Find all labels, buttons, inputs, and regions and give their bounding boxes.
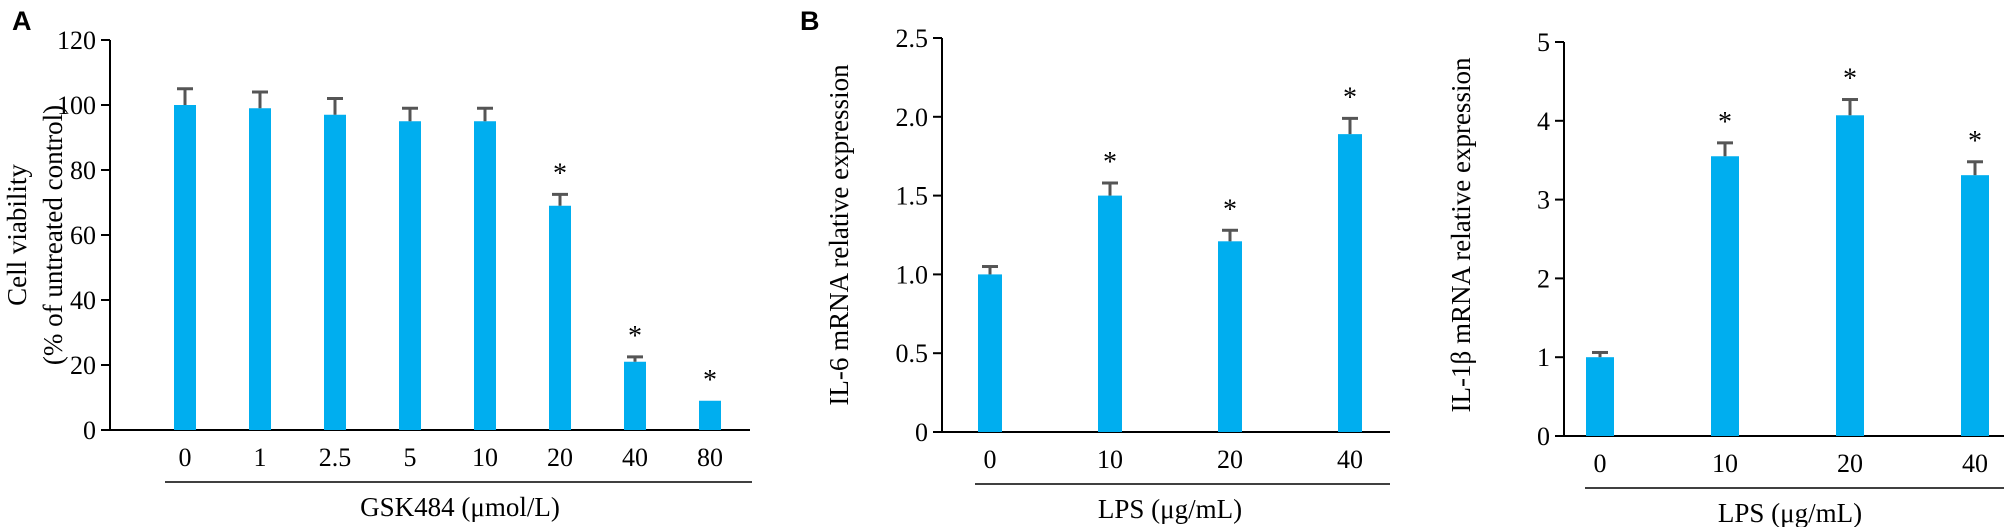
significance-marker: * bbox=[553, 158, 567, 189]
y-tick-label: 0 bbox=[1537, 422, 1550, 451]
y-tick-label: 4 bbox=[1537, 107, 1550, 136]
bar bbox=[249, 108, 271, 430]
bar bbox=[1218, 241, 1242, 432]
y-tick-label: 2.5 bbox=[896, 24, 929, 53]
x-tick-label: 0 bbox=[984, 445, 997, 474]
bar bbox=[1338, 134, 1362, 433]
significance-marker: * bbox=[1718, 107, 1732, 138]
bar bbox=[549, 205, 571, 430]
significance-marker: * bbox=[1103, 147, 1117, 178]
significance-marker: * bbox=[628, 321, 642, 352]
significance-marker: * bbox=[703, 365, 717, 396]
x-tick-label: 40 bbox=[1962, 449, 1988, 478]
x-tick-label: 10 bbox=[1097, 445, 1123, 474]
significance-marker: * bbox=[1223, 194, 1237, 225]
x-axis-title: GSK484 (μmol/L) bbox=[360, 492, 560, 522]
y-tick-label: 0.5 bbox=[896, 339, 929, 368]
bar bbox=[1961, 175, 1989, 436]
y-tick-label: 1.0 bbox=[896, 260, 929, 289]
x-axis-title: LPS (μg/mL) bbox=[1098, 494, 1242, 524]
x-tick-label: 40 bbox=[1337, 445, 1363, 474]
bar bbox=[1836, 115, 1864, 436]
y-tick-label: 2.0 bbox=[896, 103, 929, 132]
x-tick-label: 80 bbox=[697, 443, 723, 472]
y-tick-label: 3 bbox=[1537, 186, 1550, 215]
x-tick-label: 10 bbox=[1712, 449, 1738, 478]
chart-panel-b-il6: B 0 0.5 1.0 1.5 2.0 2.5 IL-6 mRNA relative expr… bbox=[800, 6, 1390, 524]
significance-marker: * bbox=[1843, 64, 1857, 95]
significance-marker: * bbox=[1343, 82, 1357, 113]
x-tick-label: 20 bbox=[547, 443, 573, 472]
y-tick-label: 0 bbox=[915, 418, 928, 447]
x-axis-title: LPS (μg/mL) bbox=[1718, 498, 1862, 527]
x-tick-label: 0 bbox=[1594, 449, 1607, 478]
y-tick-label: 0 bbox=[83, 416, 96, 445]
x-tick-label: 5 bbox=[404, 443, 417, 472]
y-tick-label: 5 bbox=[1537, 28, 1550, 57]
y-tick-label: 120 bbox=[57, 26, 96, 55]
x-tick-label: 2.5 bbox=[319, 443, 352, 472]
bar bbox=[624, 361, 646, 430]
bar bbox=[474, 121, 496, 430]
x-tick-label: 0 bbox=[179, 443, 192, 472]
x-tick-label: 20 bbox=[1837, 449, 1863, 478]
bar bbox=[978, 274, 1002, 432]
y-tick-label: 20 bbox=[70, 351, 96, 380]
y-tick-label: 40 bbox=[70, 286, 96, 315]
x-tick-label: 10 bbox=[472, 443, 498, 472]
bar bbox=[1711, 156, 1739, 436]
y-tick-label: 2 bbox=[1537, 264, 1550, 293]
bar bbox=[399, 121, 421, 430]
y-tick-label: 1 bbox=[1537, 343, 1550, 372]
x-tick-label: 40 bbox=[622, 443, 648, 472]
bar bbox=[174, 105, 196, 430]
bar bbox=[699, 400, 721, 430]
y-tick-label: 1.5 bbox=[896, 182, 929, 211]
bar bbox=[324, 114, 346, 430]
x-tick-label: 20 bbox=[1217, 445, 1243, 474]
y-tick-label: 100 bbox=[57, 91, 96, 120]
chart-panel-b-il1b: 0 1 2 3 4 5 IL-1β mRNA relative expression 0 * 10… bbox=[1446, 28, 2004, 527]
panel-label: A bbox=[12, 6, 32, 36]
y-axis-title: Cell viability bbox=[2, 164, 32, 306]
y-axis-title: IL-6 mRNA relative expression bbox=[824, 64, 854, 406]
bar bbox=[1098, 195, 1122, 432]
panel-label: B bbox=[800, 6, 820, 36]
y-tick-label: 60 bbox=[70, 221, 96, 250]
significance-marker: * bbox=[1968, 126, 1982, 157]
y-axis-title: (% of untreated control) bbox=[38, 105, 68, 365]
x-tick-label: 1 bbox=[254, 443, 267, 472]
y-axis-title: IL-1β mRNA relative expression bbox=[1446, 57, 1476, 412]
bar bbox=[1586, 357, 1614, 436]
y-tick-label: 80 bbox=[70, 156, 96, 185]
